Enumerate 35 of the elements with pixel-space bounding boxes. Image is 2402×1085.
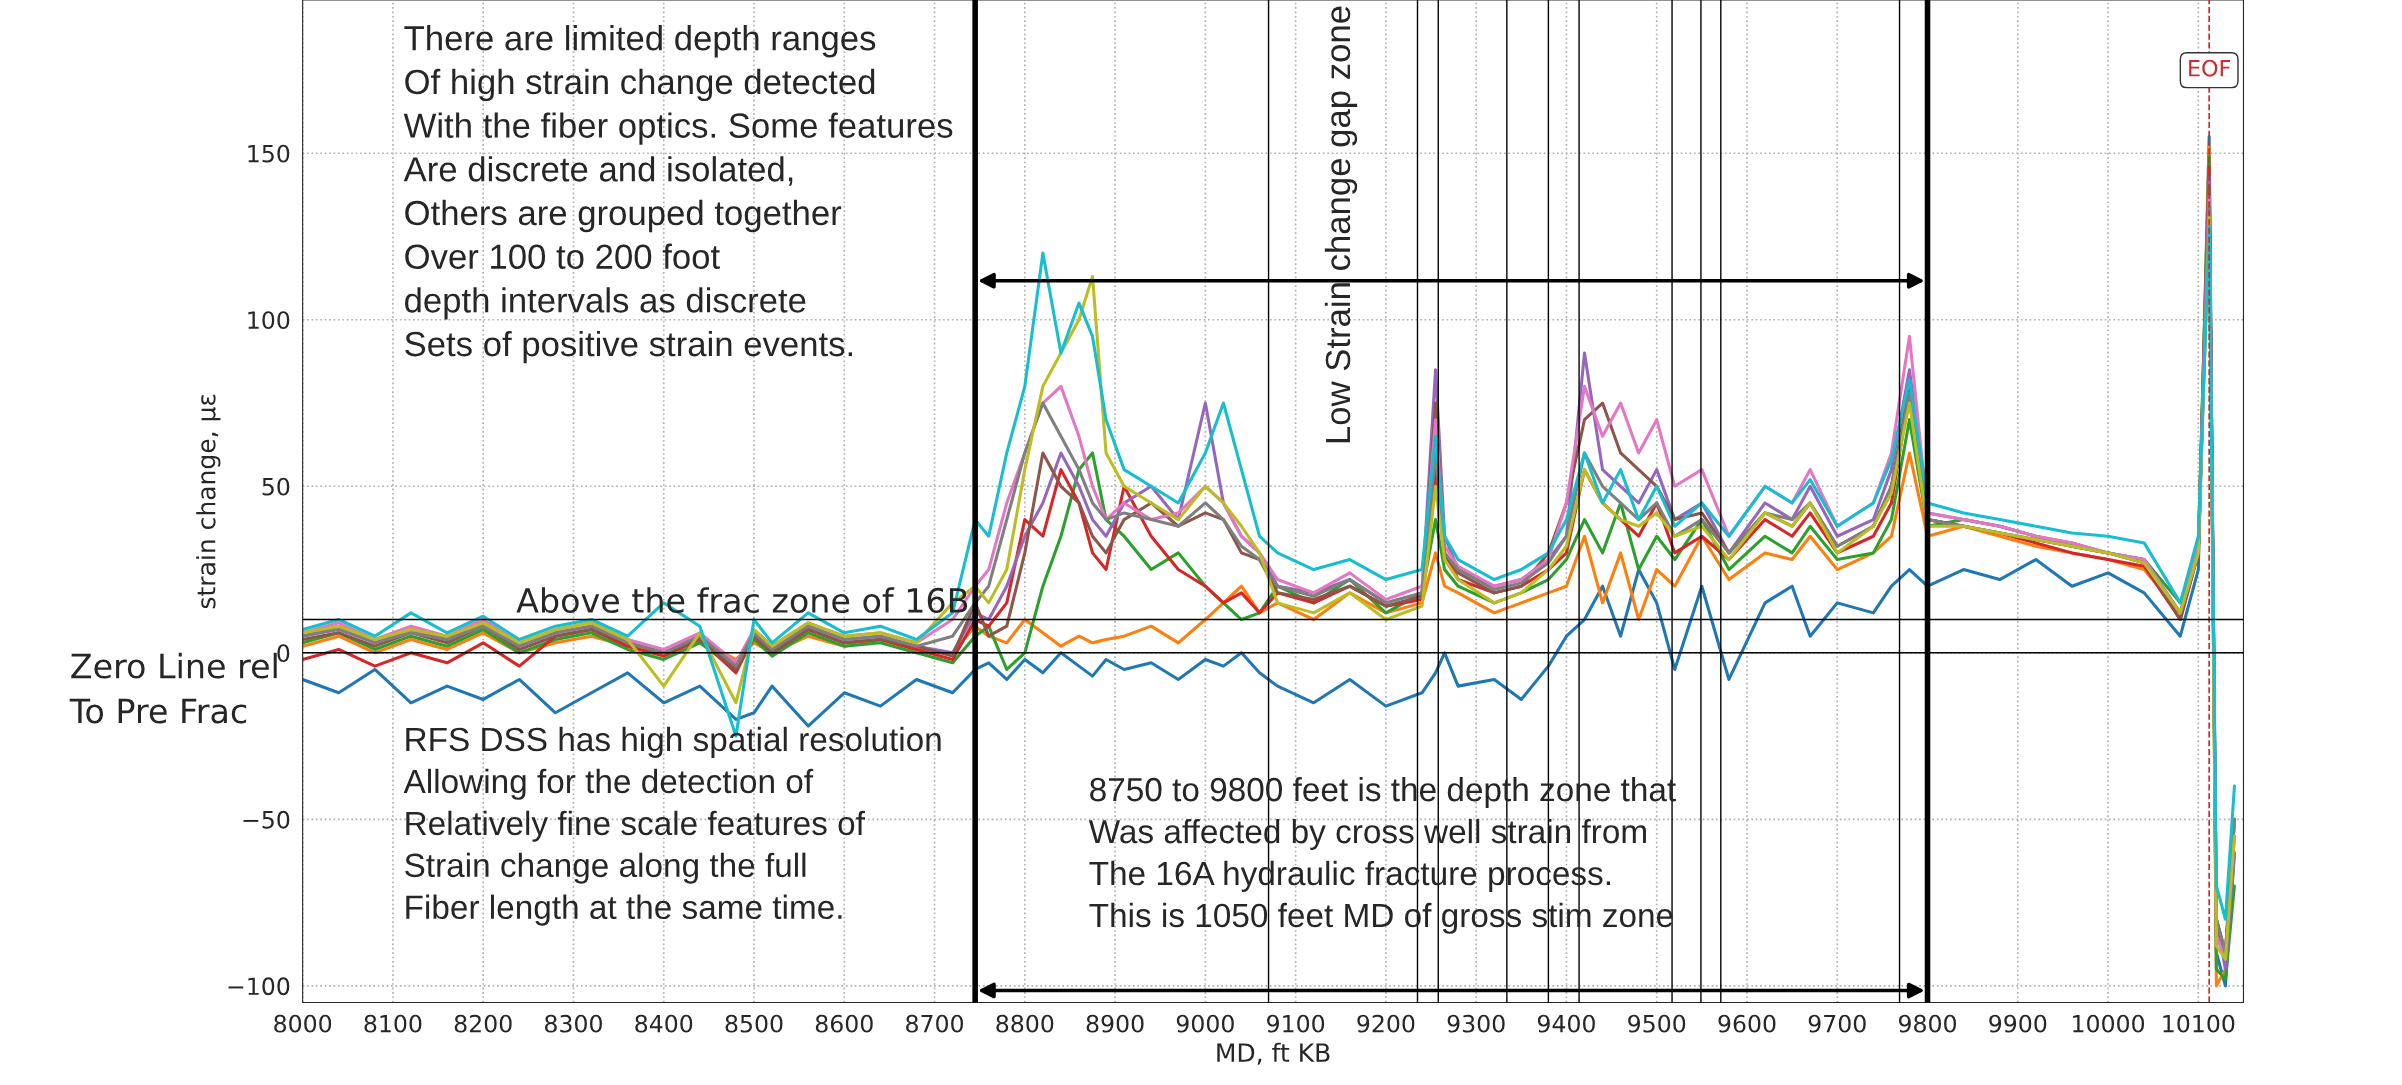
x-tick-label: 8100 <box>364 1014 422 1033</box>
x-tick-label: 9300 <box>1447 1014 1505 1033</box>
x-tick-label: 8500 <box>725 1014 783 1033</box>
x-tick-label: 9400 <box>1537 1014 1595 1033</box>
x-axis-title: MD, ft KB <box>1217 1042 1330 1065</box>
annotation: RFS DSS has high spatial resolution Allowing for the detection of Relatively fine scale features of Strain change along the full Fiber length at the same time. <box>403 726 941 926</box>
y-tick-label: 150 <box>248 144 290 163</box>
x-tick-label: 10100 <box>2163 1014 2235 1033</box>
x-tick-label: 9500 <box>1628 1014 1686 1033</box>
y-tick-label: 50 <box>262 477 290 496</box>
annotation: There are limited depth ranges Of high strain change detected With the fiber optics. Some features Are discrete and isolated, Others are grouped together Over 100 to 200 foot depth intervals as discrete Sets of positive strain events. <box>403 25 953 364</box>
x-tick-label: 9000 <box>1176 1014 1234 1033</box>
x-tick-label: 8900 <box>1086 1014 1144 1033</box>
y-tick-label: −50 <box>243 810 290 829</box>
x-tick-label: 9200 <box>1357 1014 1415 1033</box>
x-tick-label: 9700 <box>1808 1014 1866 1033</box>
x-tick-label: 8700 <box>906 1014 964 1033</box>
x-tick-label: 8300 <box>545 1014 602 1033</box>
annotation: Low Strain change gap zone <box>1324 6 1358 443</box>
x-tick-label: 9600 <box>1718 1014 1776 1033</box>
x-tick-label: 8400 <box>635 1014 693 1033</box>
y-tick-label: 100 <box>248 311 290 330</box>
x-tick-label: 8800 <box>996 1014 1054 1033</box>
x-tick-label: 8600 <box>815 1014 873 1033</box>
y-tick-label: 0 <box>277 644 290 663</box>
x-tick-label: 10000 <box>2073 1014 2145 1033</box>
x-tick-label: 8000 <box>274 1014 332 1033</box>
y-tick-label: −100 <box>228 977 290 996</box>
x-tick-label: 9100 <box>1267 1014 1325 1033</box>
x-tick-label: 9900 <box>1989 1014 2047 1033</box>
y-axis-title: strain change, με <box>196 394 221 609</box>
x-tick-label: 8200 <box>454 1014 512 1033</box>
ref-line-label: Zero Line rel To Pre Frac <box>69 652 277 724</box>
x-tick-label: 9800 <box>1898 1014 1956 1033</box>
ref-line-label: EOF <box>2189 59 2231 77</box>
